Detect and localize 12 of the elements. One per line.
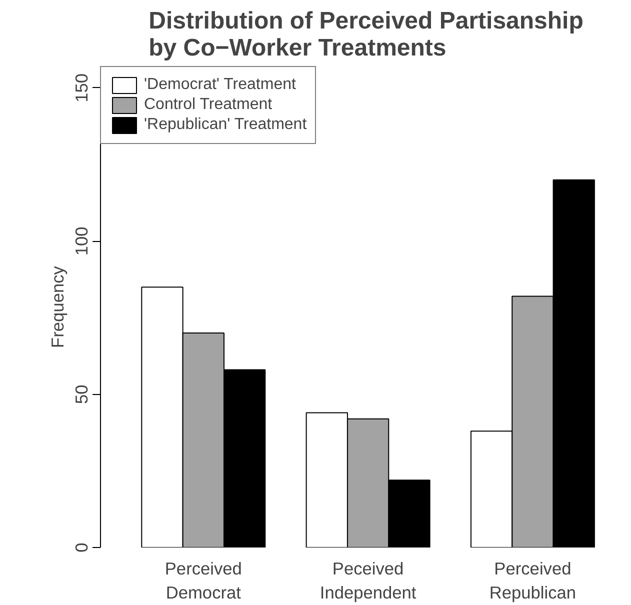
y-axis-title: Frequency <box>48 266 68 348</box>
y-tick-label: 0 <box>72 542 92 552</box>
y-tick-label: 150 <box>72 73 92 102</box>
x-tick-label: Perceived Democrat <box>164 558 242 602</box>
y-tick-label: 50 <box>72 384 92 404</box>
x-tick-label: Peceived Independent <box>320 558 416 602</box>
legend-label: 'Republican' Treatment <box>144 116 307 134</box>
y-tick-label: 100 <box>72 226 92 256</box>
legend-label: 'Democrat' Treatment <box>144 76 296 94</box>
legend-label: Control Treatment <box>144 96 272 114</box>
x-tick-label: Perceived Republican <box>489 558 576 602</box>
chart-title: Distribution of Perceived Partisanship by Co−Worker Treatments <box>148 8 584 62</box>
